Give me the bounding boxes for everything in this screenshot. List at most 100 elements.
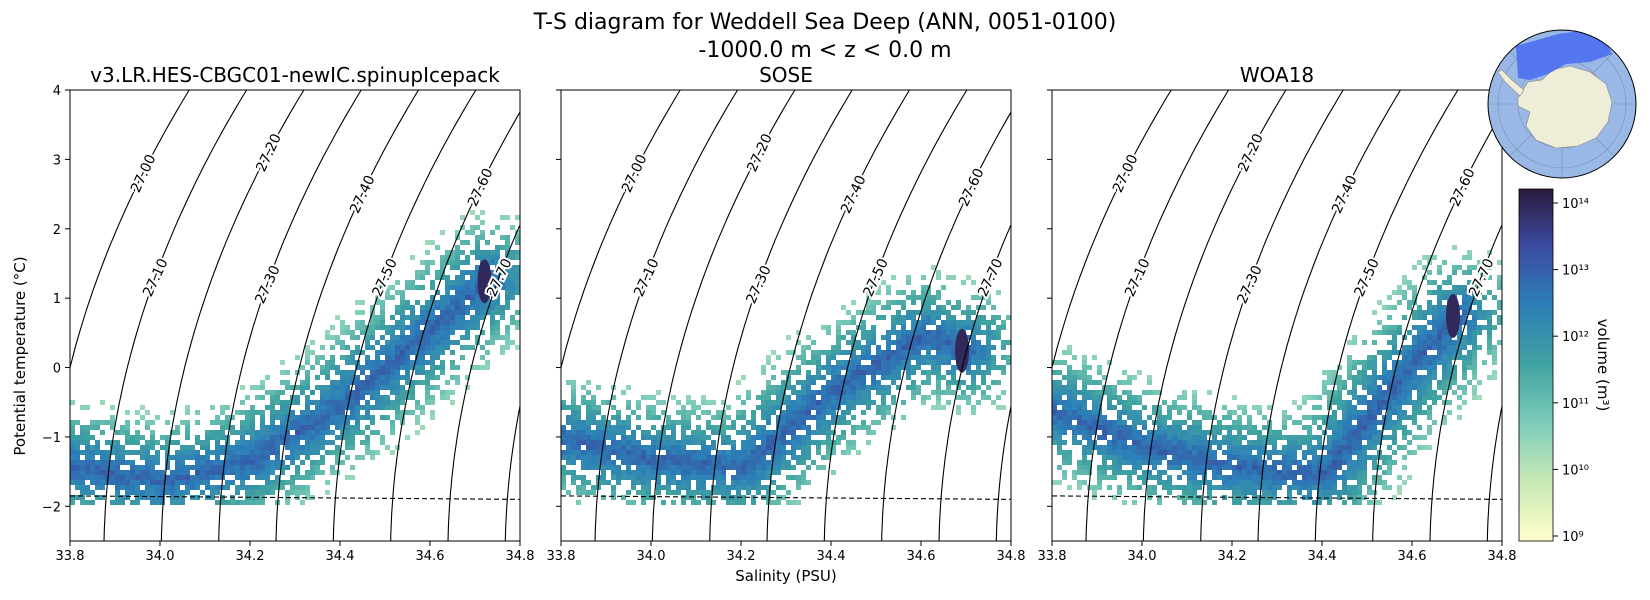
volume-heatmap — [561, 265, 1011, 505]
isopycnal-label: 27.40 — [1329, 173, 1360, 216]
y-tick-label: 1 — [53, 292, 61, 307]
colorbar-label: volume (m³) — [1594, 319, 1612, 412]
colorbar-gradient — [1518, 188, 1554, 542]
isopycnal-label: 27.10 — [631, 256, 662, 299]
isopycnal-line — [766, 90, 910, 541]
y-tick-label: 3 — [53, 153, 61, 168]
x-tick-label: 34.8 — [997, 549, 1026, 564]
x-tick-label: 34.0 — [146, 549, 175, 564]
x-tick-label: 34.8 — [506, 549, 535, 564]
figure-title: T-S diagram for Weddell Sea Deep (ANN, 0… — [533, 10, 1117, 35]
x-tick-label: 34.6 — [1398, 549, 1427, 564]
x-tick-label: 33.8 — [1038, 549, 1067, 564]
isopycnal-label: 27.70 — [975, 256, 1006, 299]
figure-subtitle: -1000.0 m < z < 0.0 m — [698, 38, 952, 63]
colorbar-tick-label: 10¹² — [1562, 330, 1589, 345]
isopycnal-line — [1142, 90, 1287, 541]
isopycnal-label: 27.20 — [253, 131, 284, 174]
plot-frame — [69, 89, 521, 542]
isopycnal-line — [1429, 223, 1502, 541]
isopycnal-line — [1486, 403, 1502, 541]
isopycnal-line — [881, 110, 1011, 541]
isopycnal-label: 27.40 — [347, 173, 378, 216]
y-tick-label: −2 — [42, 500, 61, 515]
x-tick-label: 34.6 — [416, 549, 445, 564]
isopycnal-line — [332, 90, 477, 541]
isopycnal-line — [1085, 90, 1230, 541]
y-tick-label: −1 — [42, 431, 61, 446]
isopycnal-label: 27.60 — [465, 166, 496, 209]
isopycnal-label: 27.60 — [1447, 166, 1478, 209]
volume-heatmap — [70, 210, 520, 505]
isopycnal-line — [504, 403, 520, 541]
isopycnal-line — [594, 90, 739, 541]
ts-panel-3: 27.00 27.10 27.20 27.30 27.40 27.50 27.60 27.70… — [1038, 63, 1517, 564]
freezing-line — [70, 495, 520, 500]
isopycnal-line — [1314, 90, 1459, 541]
x-tick-label: 34.0 — [637, 549, 666, 564]
plot-frame — [1051, 89, 1503, 542]
y-tick-label: 0 — [53, 362, 61, 377]
ts-panel-1: 27.0027.1027.2027.3027.4027.5027.6027.70… — [42, 63, 535, 564]
isopycnal-label: 27.10 — [1122, 256, 1153, 299]
isopycnal-line — [103, 90, 248, 541]
plot-frame — [560, 89, 1012, 542]
colorbar-tick-label: 10¹¹ — [1562, 397, 1589, 412]
colorbar-tick-label: 10¹⁰ — [1562, 463, 1589, 478]
isopycnal-label: 27.00 — [619, 152, 650, 195]
x-tick-label: 34.4 — [817, 549, 846, 564]
isopycnal-label: 27.20 — [744, 131, 775, 174]
x-axis-label: Salinity (PSU) — [735, 567, 837, 585]
antarctic-peninsula-land — [1497, 69, 1525, 97]
isopycnal-line — [1052, 90, 1172, 370]
volume-heatmap — [1052, 245, 1502, 505]
isopycnal-label: 27.00 — [1110, 152, 1141, 195]
volume-maximum — [477, 259, 492, 304]
x-tick-label: 34.4 — [1308, 549, 1337, 564]
isopycnal-label: 27.30 — [252, 263, 283, 306]
x-tick-label: 34.6 — [907, 549, 936, 564]
isopycnal-line — [1372, 110, 1502, 541]
isopycnal-line — [70, 90, 190, 370]
isopycnal-label: 27.30 — [1234, 263, 1265, 306]
isopycnal-label: 27.30 — [743, 263, 774, 306]
x-tick-label: 34.8 — [1488, 549, 1517, 564]
y-tick-label: 2 — [53, 223, 61, 238]
isopycnal-line — [218, 90, 362, 541]
isopycnal-line — [275, 90, 419, 541]
isopycnal-line — [160, 90, 305, 541]
isopycnal-line — [709, 90, 853, 541]
inset-region-map — [1487, 29, 1637, 179]
isopycnal-label: 27.10 — [140, 256, 171, 299]
isopycnal-label: 27.20 — [1235, 131, 1266, 174]
x-tick-label: 34.2 — [1218, 549, 1247, 564]
y-axis-label: Potential temperature (°C) — [11, 256, 29, 455]
isopycnal-label: 27.60 — [956, 166, 987, 209]
colorbar: 10⁹ 10¹⁰ 10¹¹ 10¹² 10¹³ 10¹⁴ volume (m³) — [1518, 188, 1612, 545]
isopycnal-label: 27.70 — [1466, 256, 1497, 299]
volume-maximum — [955, 328, 969, 373]
weddell-sea-region — [1516, 30, 1612, 80]
x-tick-label: 34.2 — [727, 549, 756, 564]
panel-title: WOA18 — [1240, 63, 1314, 87]
x-tick-label: 34.2 — [236, 549, 265, 564]
colorbar-tick-label: 10¹⁴ — [1562, 197, 1589, 212]
isopycnal-line — [823, 90, 968, 541]
isopycnal-line — [651, 90, 796, 541]
isopycnal-line — [1200, 90, 1344, 541]
panel-title: SOSE — [759, 63, 813, 87]
x-tick-label: 33.8 — [547, 549, 576, 564]
colorbar-tick-label: 10¹³ — [1562, 264, 1589, 279]
freezing-line — [1052, 495, 1502, 500]
freezing-line — [561, 495, 1011, 500]
x-tick-label: 34.0 — [1128, 549, 1157, 564]
ts-panel-2: 27.0027.1027.2027.3027.4027.5027.6027.70… — [547, 63, 1026, 564]
colorbar-tick-label: 10⁹ — [1562, 530, 1584, 545]
isopycnal-line — [1257, 90, 1401, 541]
isopycnal-line — [938, 223, 1011, 541]
x-tick-label: 33.8 — [56, 549, 85, 564]
y-tick-label: 4 — [53, 84, 61, 99]
panel-title: v3.LR.HES-CBGC01-newIC.spinupIcepack — [90, 63, 500, 87]
isopycnal-label: 27.00 — [128, 152, 159, 195]
